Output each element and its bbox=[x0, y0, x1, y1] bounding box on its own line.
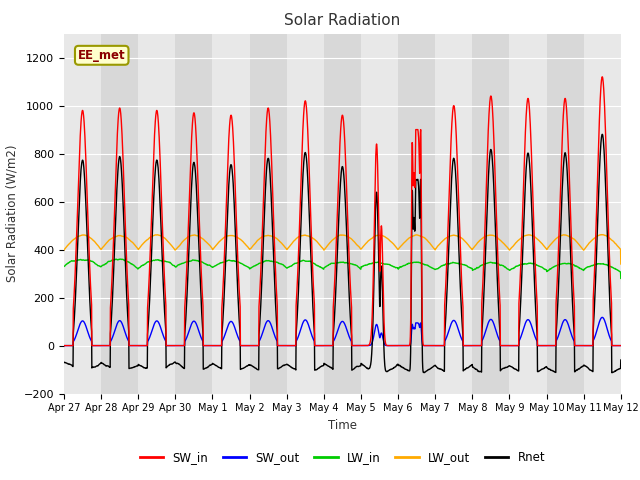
Text: EE_met: EE_met bbox=[78, 49, 125, 62]
Bar bbox=[509, 34, 547, 394]
Title: Solar Radiation: Solar Radiation bbox=[284, 13, 401, 28]
Bar bbox=[361, 34, 398, 394]
Bar bbox=[584, 34, 621, 394]
X-axis label: Time: Time bbox=[328, 419, 357, 432]
Bar bbox=[435, 34, 472, 394]
Bar bbox=[472, 34, 509, 394]
Bar bbox=[64, 34, 101, 394]
Bar bbox=[138, 34, 175, 394]
Bar bbox=[324, 34, 361, 394]
Legend: SW_in, SW_out, LW_in, LW_out, Rnet: SW_in, SW_out, LW_in, LW_out, Rnet bbox=[135, 446, 550, 469]
Bar bbox=[175, 34, 212, 394]
Bar bbox=[398, 34, 435, 394]
Y-axis label: Solar Radiation (W/m2): Solar Radiation (W/m2) bbox=[5, 145, 18, 282]
Bar bbox=[547, 34, 584, 394]
Bar bbox=[287, 34, 324, 394]
Bar bbox=[250, 34, 287, 394]
Bar bbox=[101, 34, 138, 394]
Bar bbox=[212, 34, 250, 394]
